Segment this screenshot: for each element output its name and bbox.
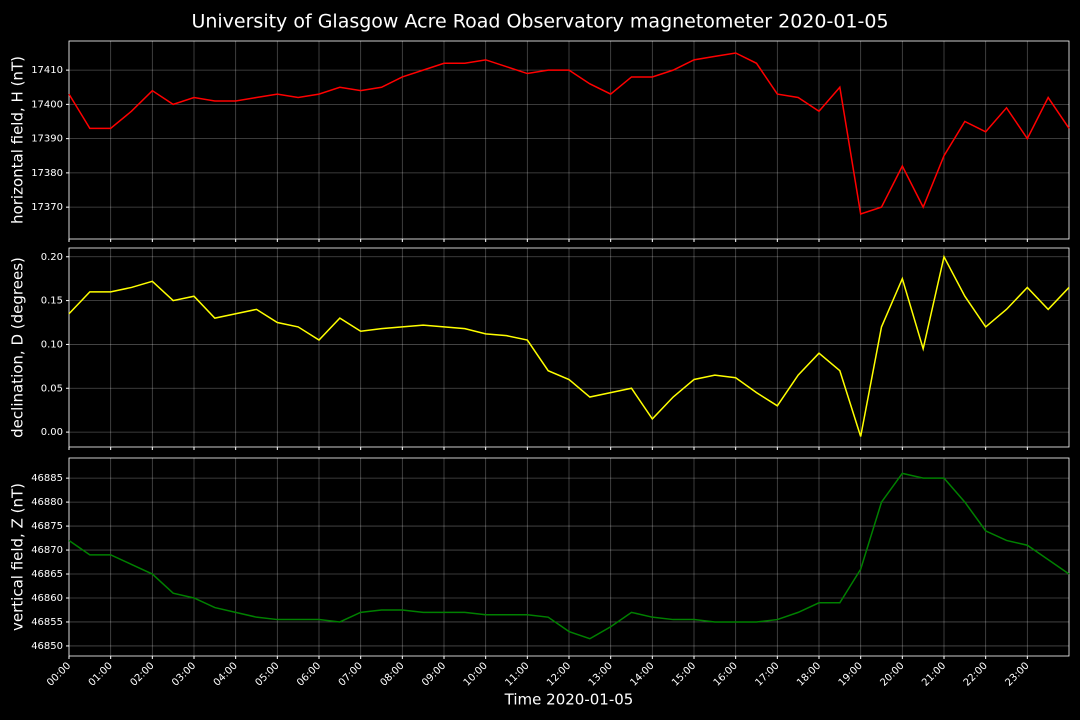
data-line: [68, 472, 1070, 640]
y-tick-label: 46855: [31, 617, 63, 628]
x-tick-label: 02:00: [128, 660, 156, 688]
data-line: [68, 254, 1070, 437]
x-tick-label: 13:00: [587, 660, 615, 688]
y-tick-label: 46870: [31, 545, 63, 556]
x-tick-label: 11:00: [503, 660, 531, 688]
x-tick-label: 06:00: [295, 660, 323, 688]
y-tick-label: 17390: [31, 134, 63, 145]
y-tick-label: 17400: [31, 99, 63, 110]
y-tick-label: 46885: [31, 473, 63, 484]
y-tick-label: 46850: [31, 641, 63, 652]
x-tick-label: 14:00: [628, 660, 656, 688]
x-tick-label: 17:00: [753, 660, 781, 688]
x-tick-label: 12:00: [545, 660, 573, 688]
y-axis-label: horizontal field, H (nT): [9, 56, 27, 224]
x-tick-label: 07:00: [337, 660, 365, 688]
x-axis-label: Time 2020-01-05: [504, 691, 634, 709]
x-tick-label: 05:00: [253, 660, 281, 688]
chart-title: University of Glasgow Acre Road Observat…: [191, 11, 888, 33]
y-tick-label: 0.00: [41, 427, 63, 438]
y-tick-label: 46865: [31, 569, 63, 580]
plot-frame: [68, 40, 1070, 240]
plot-frame: [68, 457, 1070, 657]
x-tick-label: 23:00: [1003, 660, 1031, 688]
data-line: [68, 52, 1070, 215]
y-tick-label: 17380: [31, 168, 63, 179]
x-tick-label: 21:00: [920, 660, 948, 688]
x-tick-label: 08:00: [378, 660, 406, 688]
y-tick-label: 0.20: [41, 252, 63, 263]
x-tick-label: 18:00: [795, 660, 823, 688]
y-tick-label: 46880: [31, 497, 63, 508]
x-tick-label: 22:00: [962, 660, 990, 688]
x-tick-label: 20:00: [878, 660, 906, 688]
plot-frame: [68, 247, 1070, 448]
x-tick-label: 03:00: [170, 660, 198, 688]
x-tick-label: 10:00: [462, 660, 490, 688]
y-tick-label: 17410: [31, 65, 63, 76]
x-tick-label: 19:00: [837, 660, 865, 688]
y-tick-label: 17370: [31, 202, 63, 213]
x-tick-label: 15:00: [670, 660, 698, 688]
y-tick-label: 0.10: [41, 339, 63, 350]
x-tick-label: 04:00: [212, 660, 240, 688]
x-tick-label: 16:00: [712, 660, 740, 688]
y-tick-label: 46875: [31, 521, 63, 532]
x-tick-label: 00:00: [45, 660, 73, 688]
y-tick-label: 0.15: [41, 296, 63, 307]
y-axis-label: declination, D (degrees): [9, 257, 27, 438]
y-axis-label: vertical field, Z (nT): [9, 483, 27, 631]
y-tick-label: 46860: [31, 593, 63, 604]
y-tick-label: 0.05: [41, 383, 63, 394]
x-tick-label: 09:00: [420, 660, 448, 688]
x-tick-label: 01:00: [87, 660, 115, 688]
